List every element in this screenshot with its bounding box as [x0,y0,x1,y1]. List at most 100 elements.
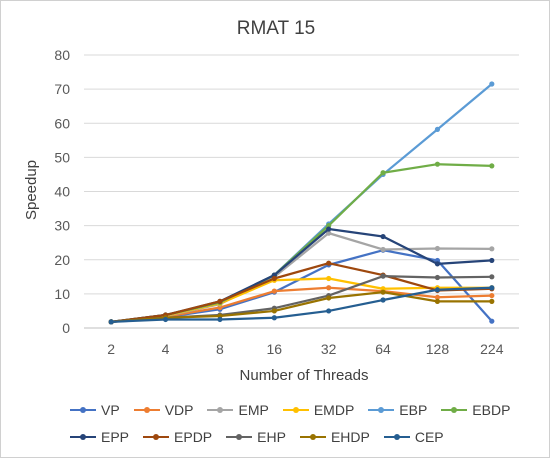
series-line-ebdp [111,163,492,323]
data-point-emp [489,246,495,252]
x-tick-label: 8 [216,341,224,357]
x-tick-label: 128 [426,341,450,357]
series-cep [108,285,495,325]
legend-label: EPDP [174,428,213,445]
series-line-cep [111,286,492,323]
legend-label: EBDP [472,401,511,418]
legend-swatch [282,404,309,416]
legend-row: VP VDP EMP EMDP EBP EBDP [70,396,510,423]
legend-label: VDP [164,401,194,418]
legend-label: EBP [399,401,428,418]
y-tick-label: 20 [54,252,70,268]
legend-swatch [133,404,160,416]
data-point-cep [162,316,169,323]
legend-label: VP [101,401,120,418]
data-point-vdp [489,292,495,299]
data-point-ehp [489,274,495,280]
legend-item-epp: EPP [70,429,129,445]
data-point-emp [380,246,386,253]
data-point-vdp [434,294,441,300]
x-tick-label: 224 [480,341,504,357]
series-group [108,81,495,325]
legend-label: EHDP [330,428,370,445]
x-tick-label: 16 [267,341,283,357]
legend-label: CEP [414,428,444,445]
data-point-ehp [380,273,386,279]
data-point-vdp [326,285,332,291]
data-point-cep [489,285,495,291]
x-tick-label: 32 [321,341,337,357]
data-point-vdp [271,288,277,294]
data-point-ehdp [489,298,495,304]
data-point-cep [380,297,386,303]
y-tick-label: 60 [54,115,70,131]
x-tick-label: 4 [162,341,170,357]
data-point-emdp [326,275,332,282]
data-point-ehp [434,274,441,281]
data-point-ehdp [271,308,277,314]
data-point-ehdp [380,289,386,295]
data-point-ebp [434,126,441,132]
series-line-vp [111,249,493,323]
x-tick-label: 64 [375,341,391,357]
data-point-epdp [271,275,277,282]
legend-swatch [70,404,96,416]
legend-label: EHP [257,428,286,445]
y-tick-label: 10 [54,286,70,302]
legend-item-emdp: EMDP [282,401,355,418]
legend-label: EPP [101,428,130,445]
data-point-ebdp [380,170,386,176]
data-point-ebdp [489,163,495,169]
data-point-epp [380,233,386,240]
y-tick-label: 40 [54,184,70,200]
data-point-vp [489,318,495,324]
data-point-epdp [326,260,332,266]
legend-row: EPP EPDP EHP EHDP CEP [70,423,510,450]
y-tick-label: 0 [62,320,70,336]
legend-item-emp: EMP [207,402,269,418]
legend-item-vp: VP [70,402,120,418]
series-line-ehdp [111,291,492,323]
data-point-cep [326,308,332,314]
legend-item-ebdp: EBDP [441,402,510,418]
data-point-epp [489,257,495,264]
x-axis-ticks: 2 4 8 16 32 64 128 224 [107,341,503,357]
legend: VP VDP EMP EMDP EBP EBDP EPP EPDP EHP EHDP CEP [70,396,510,450]
data-point-emp [434,245,441,252]
data-point-ebp [489,81,495,87]
legend-swatch [207,404,234,416]
data-point-ehdp [326,295,332,301]
legend-swatch [383,431,410,443]
legend-item-cep: CEP [383,428,444,445]
y-axis-ticks: 0 10 20 30 40 50 60 70 80 [54,47,70,336]
legend-swatch [70,431,96,443]
series-line-epp [111,227,492,323]
legend-label: EMDP [313,401,355,418]
chart-title: RMAT 15 [237,18,316,39]
y-axis-label: Speedup [23,160,40,220]
legend-swatch [299,431,326,443]
legend-item-vdp: VDP [133,401,194,418]
data-point-cep [271,315,277,321]
data-point-ehdp [434,298,441,304]
legend-swatch [226,431,253,443]
legend-swatch [441,404,468,416]
data-point-cep [217,316,223,323]
legend-item-ehdp: EHDP [299,428,370,445]
y-tick-label: 80 [54,47,70,63]
data-point-epdp [217,298,223,304]
series-line-epdp [111,262,492,323]
y-tick-label: 70 [54,81,70,97]
legend-swatch [143,431,170,443]
data-point-epp [326,226,332,232]
series-line-ebp [111,83,493,323]
legend-item-ehp: EHP [226,429,286,445]
x-tick-label: 2 [107,341,115,357]
data-point-epp [434,261,441,267]
data-point-emp [326,230,332,236]
legend-item-ebp: EBP [368,402,427,418]
data-point-cep [108,319,114,325]
data-point-cep [434,287,441,293]
